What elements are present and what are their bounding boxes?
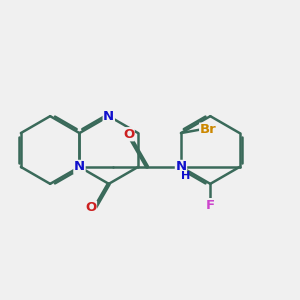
Text: N: N <box>103 110 114 123</box>
Text: Br: Br <box>200 123 217 136</box>
Text: F: F <box>206 199 215 212</box>
Text: H: H <box>181 171 190 181</box>
Text: O: O <box>123 128 134 141</box>
Text: N: N <box>74 160 85 173</box>
Text: O: O <box>85 201 97 214</box>
Text: N: N <box>176 160 187 173</box>
